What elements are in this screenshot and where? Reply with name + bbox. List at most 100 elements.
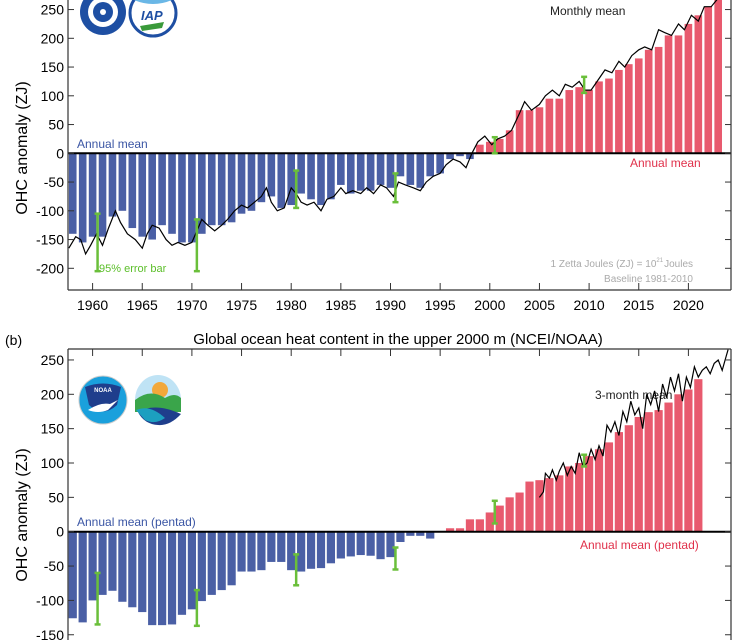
bar-2003	[515, 110, 524, 154]
bar-1994	[426, 531, 435, 539]
bar-1972	[207, 531, 216, 595]
bar-2021	[694, 15, 703, 154]
bar-1986	[346, 531, 355, 557]
x-tick-label: 1975	[226, 297, 257, 313]
bar-1968	[167, 531, 177, 625]
x-tick-label: 1965	[127, 297, 158, 313]
bar-1998	[466, 153, 474, 160]
panel-a: IAP OHC anomaly (ZJ) Monthly mean Annual…	[14, 0, 701, 285]
bar-1982	[307, 153, 315, 200]
bar-2008	[565, 90, 574, 154]
error-bar-2009.5	[581, 75, 588, 95]
bar-2022	[704, 6, 713, 154]
y-tick-label: 200	[41, 386, 65, 402]
panel-b-ylabel: OHC anomaly (ZJ)	[14, 448, 31, 581]
x-tick-label: 1995	[425, 297, 456, 313]
bar-2017	[654, 46, 663, 154]
bar-2005	[535, 107, 544, 154]
bar-1965	[138, 531, 147, 613]
y-tick-label: 250	[41, 2, 65, 18]
bar-1977	[257, 531, 266, 571]
bar-1978	[267, 531, 276, 562]
bar-1990	[386, 531, 395, 558]
bar-1993	[416, 153, 425, 188]
bar-2004	[525, 481, 534, 532]
bar-1970	[188, 153, 196, 243]
bar-1990	[386, 153, 395, 188]
bar-1973	[217, 531, 226, 591]
svg-text:IAP: IAP	[141, 8, 163, 23]
y-tick-label: 100	[41, 88, 65, 104]
bar-1983	[316, 531, 326, 569]
bar-2011	[594, 449, 604, 532]
bar-2000	[485, 512, 494, 532]
bar-1985	[336, 531, 345, 559]
x-tick-label: 2015	[623, 297, 654, 313]
bar-2004	[525, 110, 534, 154]
bar-1966	[148, 153, 156, 240]
y-tick-label: 200	[41, 30, 65, 46]
bar-2006	[545, 98, 554, 154]
panel-a-logos: IAP	[80, 0, 178, 38]
bar-1994	[426, 153, 435, 177]
bar-2009	[575, 463, 584, 532]
y-tick-label: 0	[56, 524, 64, 540]
bar-1967	[158, 531, 167, 626]
x-tick-label: 2000	[474, 297, 505, 313]
y-tick-label: -150	[36, 232, 64, 248]
bar-1988	[366, 153, 375, 191]
bar-1999	[476, 144, 484, 154]
y-tick-label: 150	[41, 421, 65, 437]
bar-2021	[694, 379, 703, 532]
bar-2010	[585, 456, 594, 532]
bar-1995	[436, 153, 444, 174]
bar-2001	[495, 138, 504, 154]
bar-1981	[297, 153, 305, 194]
x-tick-label: 2005	[524, 297, 555, 313]
bar-1960	[88, 153, 97, 237]
bar-2012	[605, 78, 613, 154]
bar-2011	[595, 81, 603, 154]
panel-a-ylabel: OHC anomaly (ZJ)	[14, 81, 31, 214]
x-tick-label: 1970	[176, 297, 207, 313]
panel-b-label: (b)	[5, 332, 22, 348]
bar-1983	[317, 153, 325, 206]
y-tick-label: -150	[36, 627, 64, 640]
panel-b-title: Global ocean heat content in the upper 2…	[193, 331, 602, 348]
error-bar-1990.5	[392, 172, 399, 204]
panel-a-annual-label-neg: Annual mean	[77, 137, 148, 151]
y-tick-label: 150	[41, 59, 65, 75]
x-tick-label: 1990	[375, 297, 406, 313]
bar-1999	[475, 519, 484, 532]
bar-1984	[326, 531, 336, 564]
bar-1984	[327, 153, 335, 200]
iap-logo: IAP	[128, 0, 178, 38]
bar-1969	[177, 531, 187, 615]
bar-1964	[128, 531, 137, 608]
y-tick-label: -200	[36, 260, 64, 276]
bar-1960	[88, 531, 97, 601]
bar-1970	[187, 531, 196, 610]
panel-a-annual-label-pos: Annual mean	[630, 156, 701, 170]
panel-b-plot: 250 200 150 100 50 0 -50 -100 -150	[36, 348, 732, 640]
x-tick-label: 1985	[325, 297, 356, 313]
bar-1969	[178, 153, 186, 243]
error-bar-1970.5	[193, 218, 200, 273]
bar-1991	[396, 531, 405, 543]
bar-2001	[495, 505, 504, 532]
bar-1959	[78, 153, 87, 243]
bar-2002	[505, 497, 514, 532]
bar-1962	[108, 531, 117, 591]
bar-2010	[585, 90, 593, 154]
bar-1977	[257, 153, 266, 203]
x-tick-label: 1980	[276, 297, 307, 313]
bar-1971	[197, 531, 206, 602]
bar-1992	[406, 153, 415, 185]
bar-1988	[366, 531, 375, 556]
bar-1973	[217, 153, 226, 226]
bar-1997	[456, 153, 464, 157]
y-tick-label: 100	[41, 455, 65, 471]
noaa-logo: NOAA	[78, 375, 128, 425]
bar-1975	[237, 153, 246, 214]
bar-1980	[287, 531, 296, 571]
